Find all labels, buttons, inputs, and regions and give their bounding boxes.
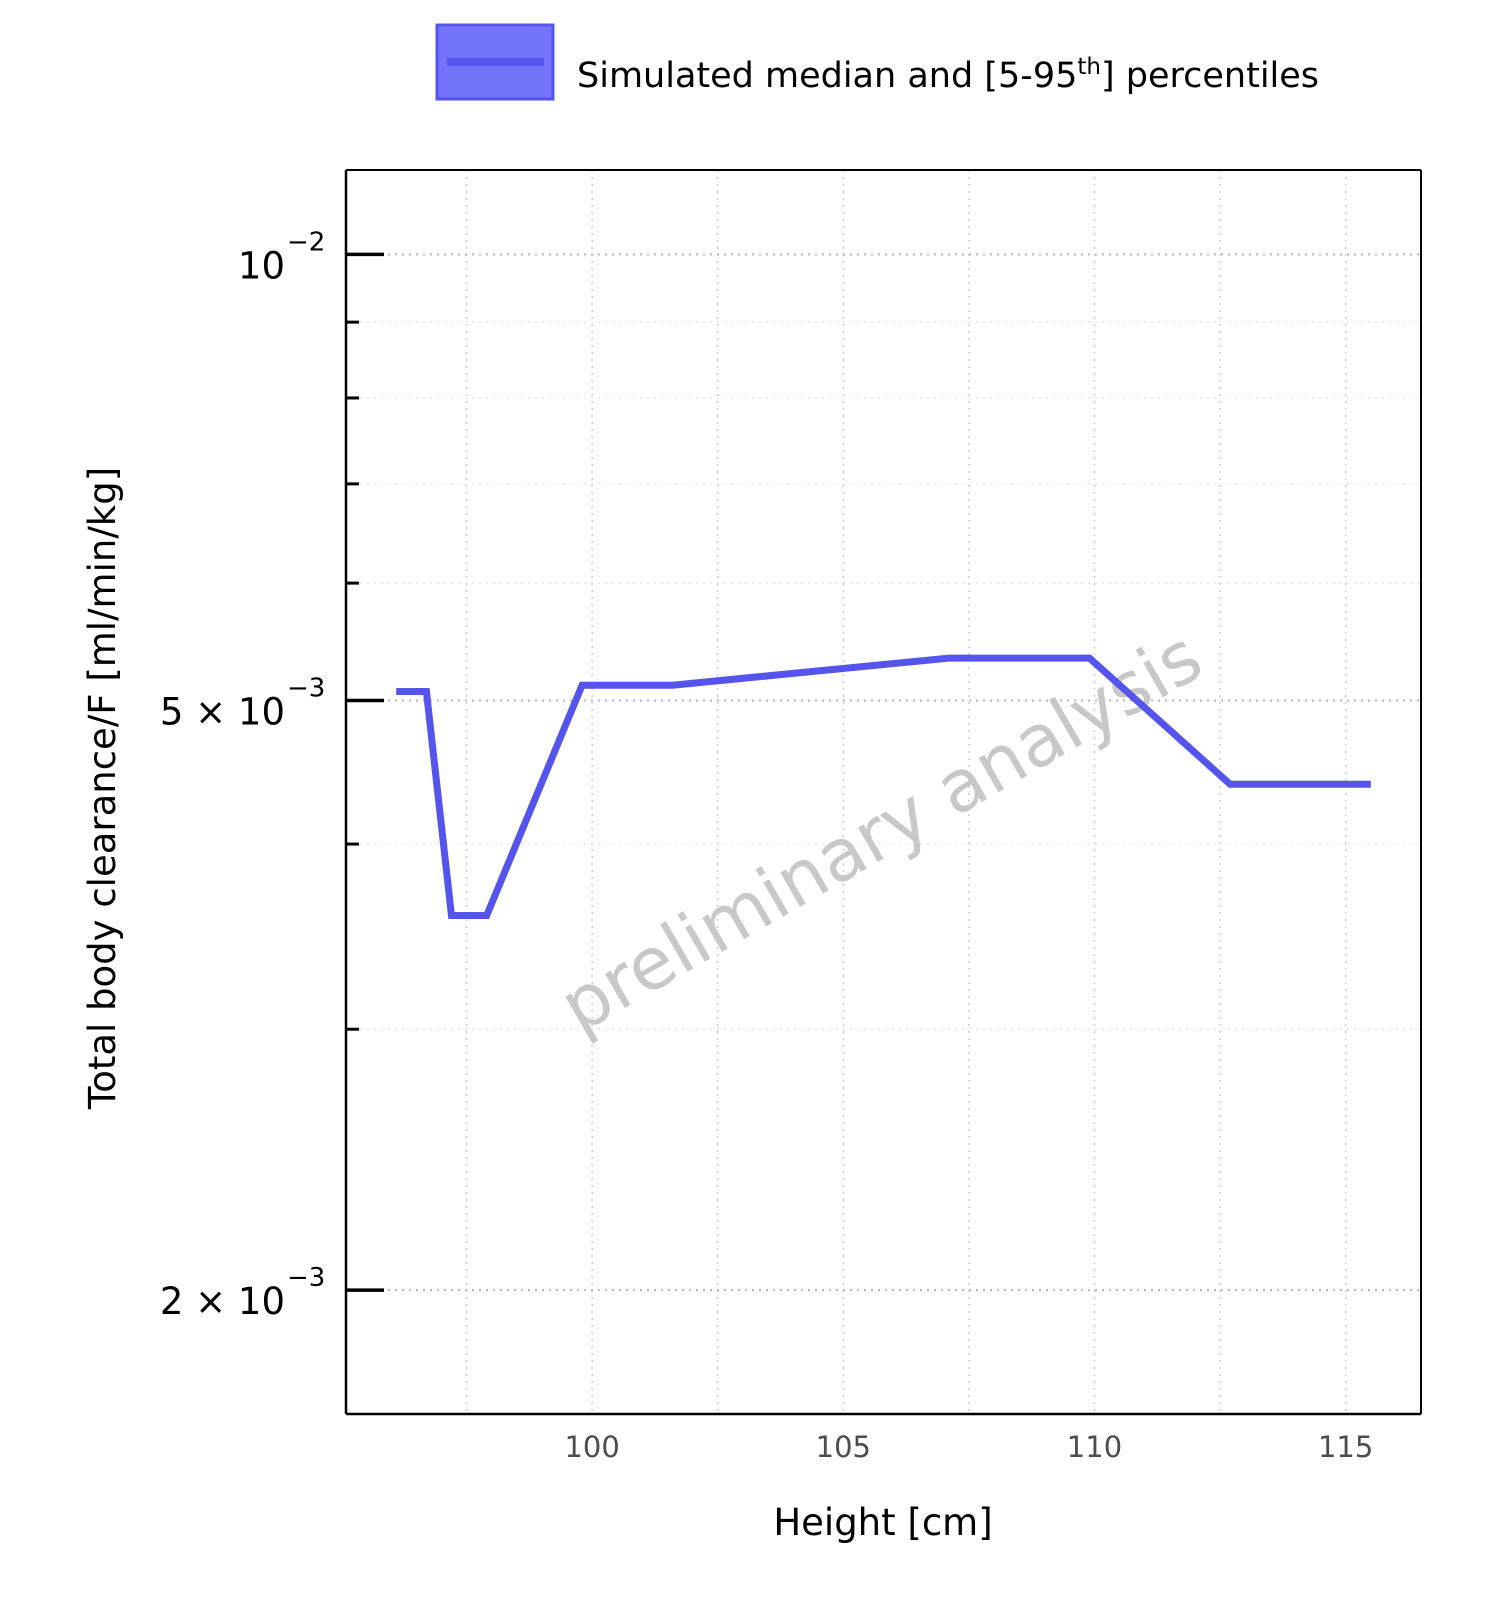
axis-titles: Height [cm] Total body clearance/F [ml/mi…	[81, 467, 993, 1544]
legend-label: Simulated median and [5-95th] percentile…	[577, 54, 1319, 96]
y-tick-label: 5 × 10	[160, 690, 285, 733]
x-tick-label: 100	[564, 1430, 619, 1464]
x-tick-label: 110	[1067, 1430, 1122, 1464]
y-tick-exponent: −3	[287, 1263, 325, 1293]
axes	[344, 169, 1422, 1416]
grid-lines	[346, 170, 1421, 1414]
y-tick-label: 10	[238, 244, 285, 287]
legend: Simulated median and [5-95th] percentile…	[435, 23, 1319, 101]
x-axis-ticks: 100 105 110 115	[564, 1430, 1373, 1464]
y-tick-exponent: −3	[287, 673, 325, 703]
y-tick-exponent: −2	[287, 227, 325, 257]
series-line	[396, 654, 1371, 919]
y-axis-ticks: 10−25 × 10−32 × 10−3	[160, 227, 384, 1323]
x-axis-title: Height [cm]	[773, 1501, 992, 1544]
series-layer	[396, 654, 1371, 919]
y-axis-title: Total body clearance/F [ml/min/kg]	[81, 467, 124, 1110]
x-tick-label: 115	[1318, 1430, 1373, 1464]
x-tick-label: 105	[816, 1430, 871, 1464]
y-tick-label: 2 × 10	[160, 1280, 285, 1323]
